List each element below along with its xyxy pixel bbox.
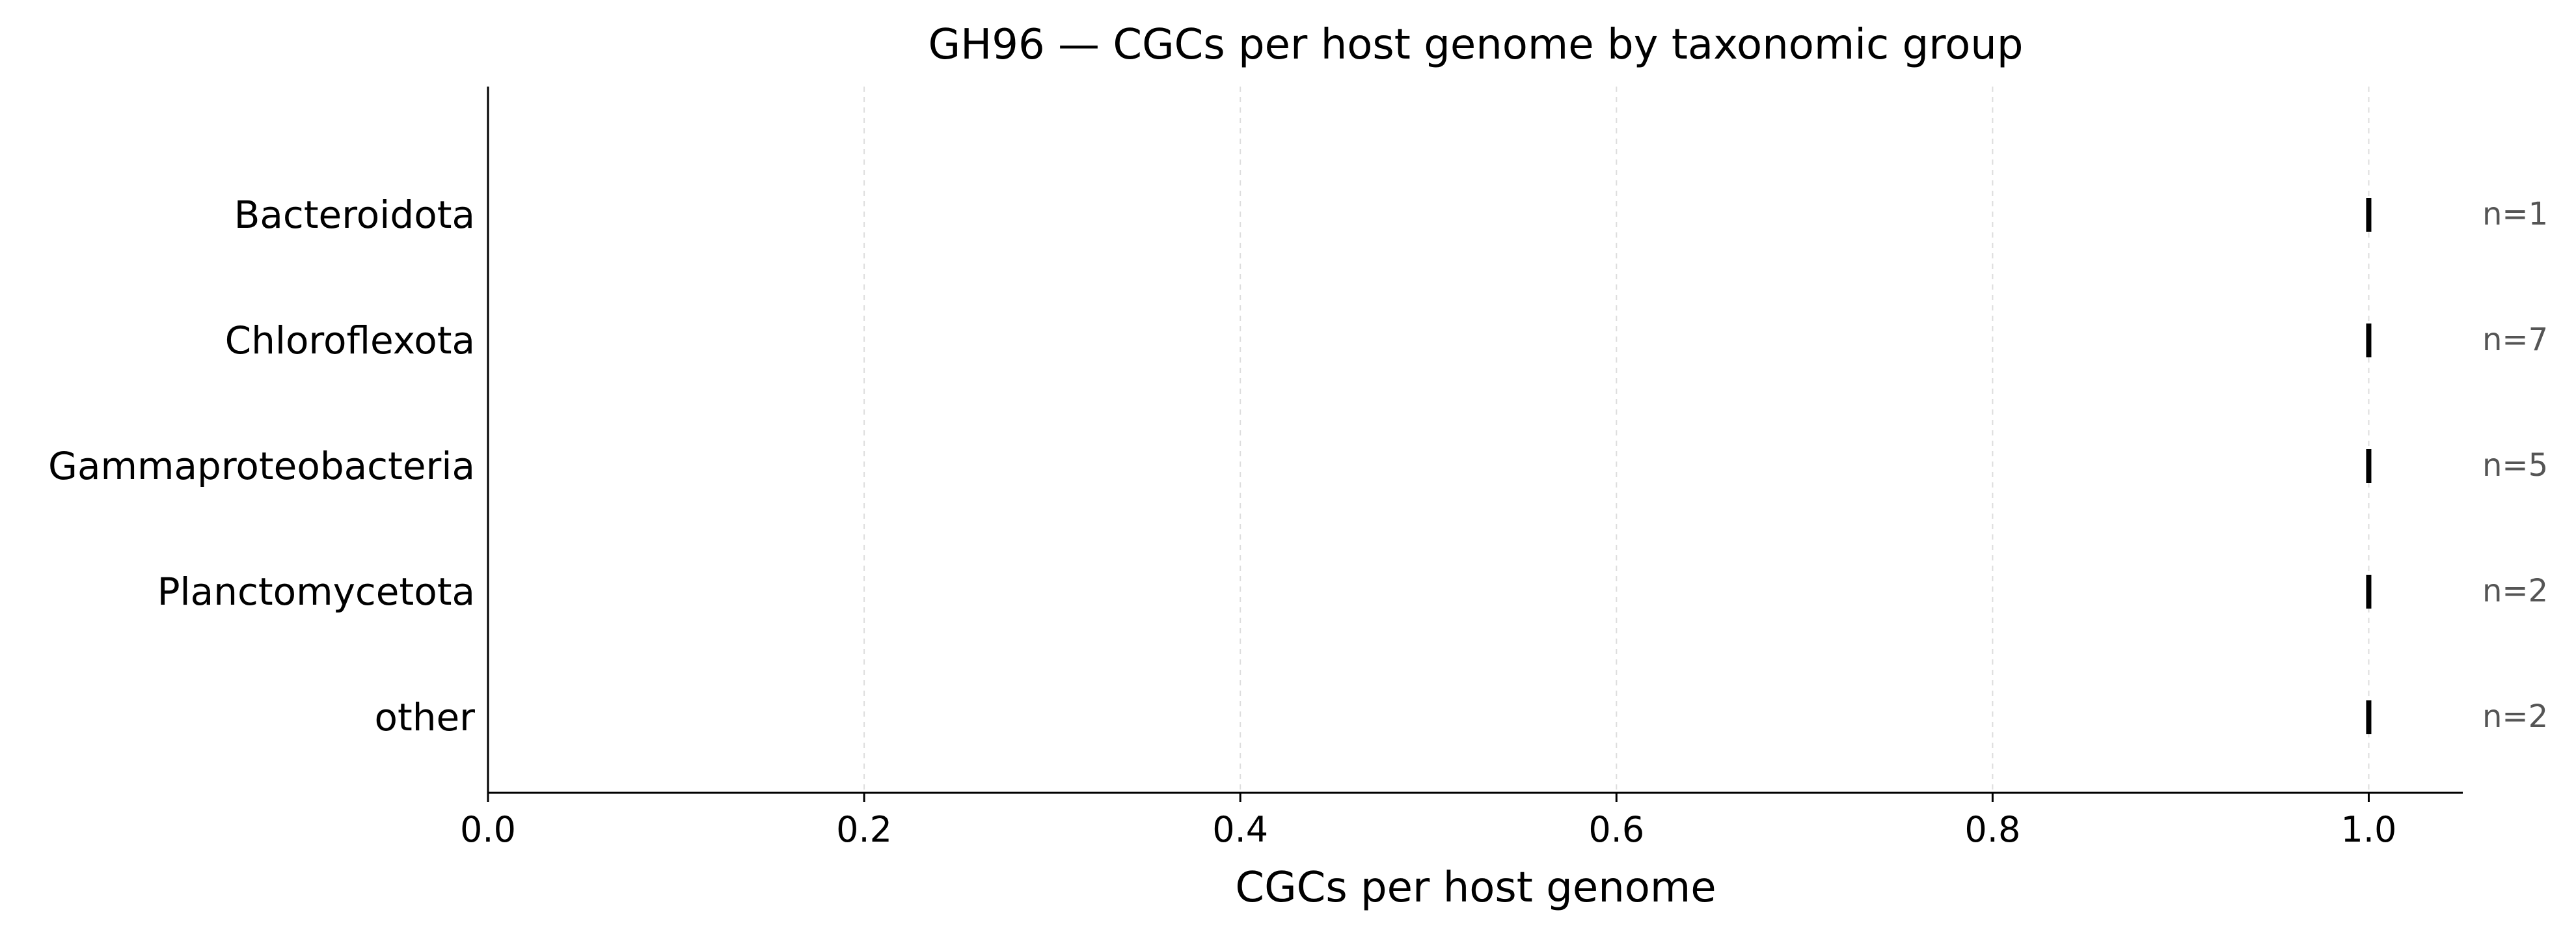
chart-title: GH96 — CGCs per host genome by taxonomic…	[929, 21, 2024, 69]
x-tick-label: 0.8	[1964, 809, 2020, 850]
x-tick-label: 0.0	[460, 809, 516, 850]
x-tick-label: 0.2	[836, 809, 892, 850]
count-label: n=7	[2482, 322, 2548, 358]
category-label: Gammaproteobacteria	[48, 444, 475, 488]
category-label: other	[374, 695, 475, 739]
x-tick-label: 0.4	[1212, 809, 1268, 850]
count-label: n=2	[2482, 698, 2548, 735]
grid-lines	[863, 87, 2370, 793]
category-label: Planctomycetota	[157, 570, 475, 614]
x-axis-label: CGCs per host genome	[1235, 864, 1716, 912]
x-ticks: 0.0 0.2 0.4 0.6 0.8 1.0	[460, 793, 2396, 850]
category-label: Bacteroidota	[234, 193, 475, 237]
x-tick-label: 0.6	[1588, 809, 1644, 850]
count-label: n=5	[2482, 447, 2548, 484]
count-labels: n=1 n=7 n=5 n=2 n=2	[2482, 196, 2548, 735]
count-label: n=1	[2482, 196, 2548, 232]
category-labels: Bacteroidota Chloroflexota Gammaproteobact…	[48, 193, 475, 739]
x-tick-label: 1.0	[2341, 809, 2397, 850]
category-label: Chloroflexota	[225, 318, 475, 363]
count-label: n=2	[2482, 573, 2548, 609]
